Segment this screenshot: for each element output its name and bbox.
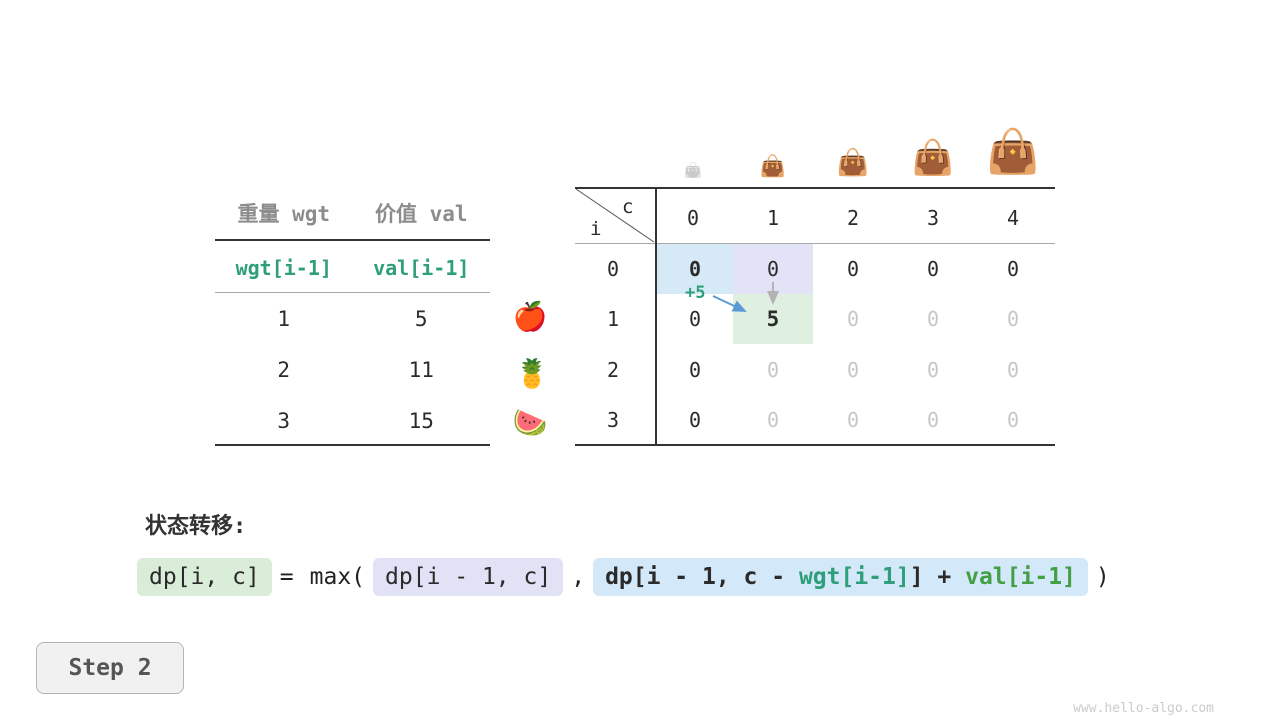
dp-cell-2-3: 0 <box>926 358 940 382</box>
item-table-header: 重量 wgt 价值 val <box>215 190 490 238</box>
formula-take-prefix: dp[i - 1, c - <box>605 564 799 590</box>
dp-cell-1-0: 0 <box>688 307 702 331</box>
dp-cell-3-4: 0 <box>1006 408 1020 432</box>
bag-icon-capacity-0: 👜 <box>683 161 703 179</box>
formula-max-open: max( <box>309 564 366 590</box>
formula-take-val: val[i-1] <box>965 564 1076 590</box>
formula-option-keep: dp[i - 1, c] <box>373 558 564 596</box>
bag-icon-capacity-3: 👜 <box>911 138 955 178</box>
watermelon-icon: 🍉 <box>512 406 548 439</box>
dp-row-header-1: 1 <box>606 307 620 331</box>
dp-col-header-4: 4 <box>1006 206 1020 230</box>
dp-cell-3-2: 0 <box>846 408 860 432</box>
bag-icon-capacity-2: 👜 <box>836 148 870 178</box>
dp-corner-c-label: c <box>622 196 634 218</box>
dp-corner-i-label: i <box>590 218 602 240</box>
dp-row-header-0: 0 <box>606 257 620 281</box>
dp-cell-2-2: 0 <box>846 358 860 382</box>
formula-equals: = <box>279 564 294 590</box>
watermark: www.hello-algo.com <box>1073 701 1214 716</box>
item-2-value: 11 <box>408 358 434 382</box>
dp-cell-3-0: 0 <box>688 408 702 432</box>
pineapple-icon: 🍍 <box>514 357 550 390</box>
apple-icon: 🍎 <box>512 300 548 333</box>
dp-cell-2-4: 0 <box>1006 358 1020 382</box>
divider <box>215 444 490 446</box>
state-transition-label: 状态转移: <box>145 514 247 539</box>
val-var-label: val[i-1] <box>373 256 470 280</box>
item-table-header-val: 价值 val <box>374 202 468 226</box>
formula-close-paren: ) <box>1095 564 1110 590</box>
dp-row-header-3: 3 <box>606 408 620 432</box>
dp-cell-0-2: 0 <box>846 257 860 281</box>
dp-header-divider <box>575 243 1055 244</box>
item-table-var-row: wgt[i-1] val[i-1] <box>215 244 490 292</box>
dp-cell-0-0: 0 <box>657 244 733 294</box>
dp-row-header-2: 2 <box>606 358 620 382</box>
step-badge: Step 2 <box>36 642 184 694</box>
formula-take-wgt: wgt[i-1] <box>798 564 910 590</box>
item-row-2: 2 11 <box>215 346 490 394</box>
dp-cell-3-1: 0 <box>766 408 780 432</box>
dp-cell-0-3: 0 <box>926 257 940 281</box>
item-3-value: 15 <box>408 409 434 433</box>
dp-cell-0-1: 0 <box>733 244 813 294</box>
divider <box>215 292 490 293</box>
dp-table-top-border <box>575 187 1055 189</box>
item-row-3: 3 15 <box>215 397 490 445</box>
item-2-weight: 2 <box>277 358 291 382</box>
dp-col-header-0: 0 <box>686 206 700 230</box>
state-transition-formula: dp[i, c] = max( dp[i - 1, c] , dp[i - 1,… <box>137 558 1118 596</box>
item-table-header-wgt: 重量 wgt <box>237 202 331 226</box>
wgt-var-label: wgt[i-1] <box>235 256 332 280</box>
dp-col-header-3: 3 <box>926 206 940 230</box>
item-3-weight: 3 <box>277 409 291 433</box>
transition-annotation: +5 <box>685 283 706 303</box>
dp-cell-1-3: 0 <box>926 307 940 331</box>
formula-comma: , <box>571 564 586 590</box>
item-1-weight: 1 <box>277 307 291 331</box>
dp-cell-0-4: 0 <box>1006 257 1020 281</box>
dp-cell-3-3: 0 <box>926 408 940 432</box>
dp-table-bottom-border <box>575 444 1055 446</box>
corner-diagonal-line <box>575 188 655 243</box>
dp-cell-1-1: 5 <box>733 294 813 344</box>
dp-table-vertical-border <box>655 187 657 446</box>
bag-icon-capacity-4: 👜 <box>986 127 1040 177</box>
bag-icon-capacity-1: 👜 <box>759 154 787 178</box>
dp-cell-1-4: 0 <box>1006 307 1020 331</box>
formula-option-take: dp[i - 1, c - wgt[i-1]] + val[i-1] <box>593 558 1088 596</box>
divider <box>215 239 490 241</box>
dp-col-header-1: 1 <box>766 206 780 230</box>
item-row-1: 1 5 <box>215 295 490 343</box>
dp-cell-1-2: 0 <box>846 307 860 331</box>
dp-col-header-2: 2 <box>846 206 860 230</box>
dp-cell-2-1: 0 <box>766 358 780 382</box>
item-1-value: 5 <box>414 307 428 331</box>
formula-lhs: dp[i, c] <box>137 558 272 596</box>
formula-take-mid: ] + <box>909 564 966 590</box>
dp-cell-2-0: 0 <box>688 358 702 382</box>
